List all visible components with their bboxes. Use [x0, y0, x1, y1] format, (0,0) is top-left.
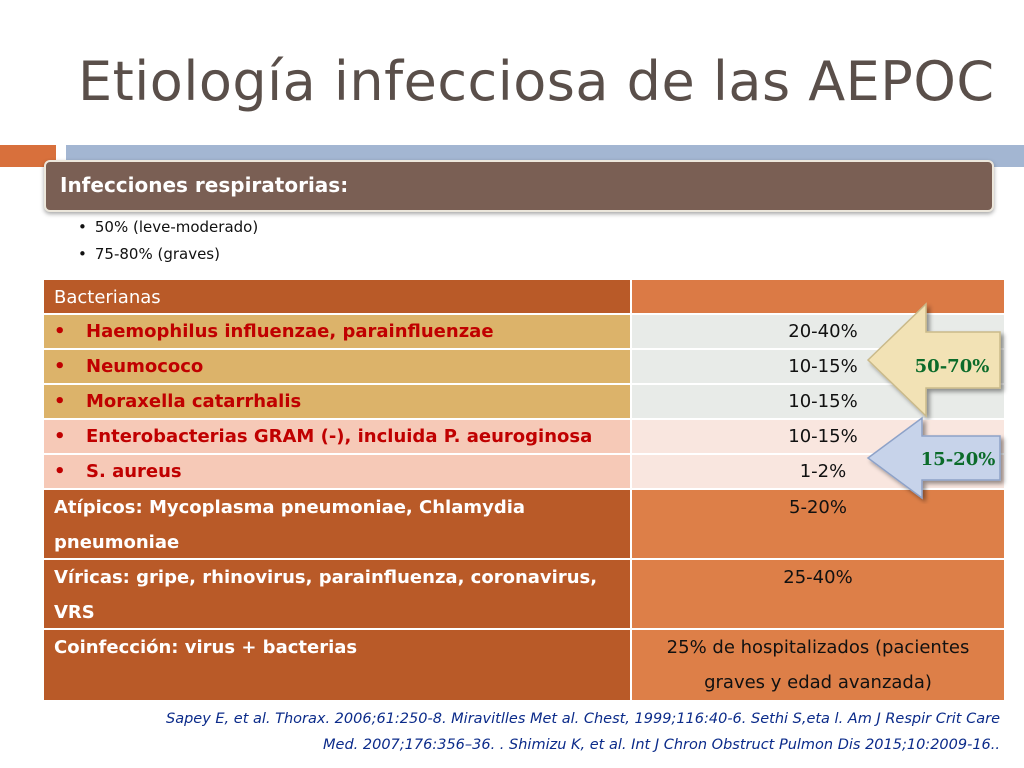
percent-value: graves y edad avanzada) — [704, 672, 932, 693]
table-row: S. aureus 1-2% — [44, 455, 1004, 490]
table-row-atipicos: Atípicos: Mycoplasma pneumoniae, Chlamyd… — [44, 490, 1004, 560]
percent-cell: 25-40% — [632, 560, 1004, 628]
percent-cell: 5-20% — [632, 490, 1004, 558]
table-row: Moraxella catarrhalis 10-15% — [44, 385, 1004, 420]
percent-cell: 25% de hospitalizados (pacientes graves … — [632, 630, 1004, 700]
arrow-label-bottom: 15-20% — [921, 449, 996, 470]
category-line: Atípicos: Mycoplasma pneumoniae, Chlamyd… — [54, 497, 526, 518]
pathogen-cell: Moraxella catarrhalis — [44, 385, 632, 418]
bullet-item: 75-80% (graves) — [78, 241, 258, 268]
category-cell: Víricas: gripe, rhinovirus, parainfluenz… — [44, 560, 632, 628]
percent-value: 25% de hospitalizados (pacientes — [666, 637, 970, 658]
section-header: Infecciones respiratorias: — [44, 160, 994, 212]
category-line: VRS — [54, 602, 95, 623]
callout-arrow-top: 50-70% — [866, 302, 1001, 418]
pathogen-cell: Neumococo — [44, 350, 632, 383]
bullet-list: 50% (leve-moderado) 75-80% (graves) — [78, 214, 258, 268]
category-cell: Coinfección: virus + bacterias — [44, 630, 632, 700]
callout-arrow-bottom: 15-20% — [866, 416, 1001, 500]
etiology-table: Bacterianas Haemophilus influenzae, para… — [44, 280, 1004, 700]
table-row: Haemophilus influenzae, parainfluenzae 2… — [44, 315, 1004, 350]
pathogen-cell: Enterobacterias GRAM (-), incluida P. ae… — [44, 420, 632, 453]
table-row: Neumococo 10-15% — [44, 350, 1004, 385]
category-line: pneumoniae — [54, 532, 180, 553]
reference-line: Sapey E, et al. Thorax. 2006;61:250-8. M… — [165, 711, 1000, 727]
percent-cell: 10-15% — [632, 385, 1004, 418]
arrow-label-top: 50-70% — [915, 356, 990, 377]
pathogen-cell: Haemophilus influenzae, parainfluenzae — [44, 315, 632, 348]
table-header-cell: Bacterianas — [44, 280, 632, 313]
decor-bar-orange — [0, 145, 56, 167]
table-row: Enterobacterias GRAM (-), incluida P. ae… — [44, 420, 1004, 455]
reference-citation: Sapey E, et al. Thorax. 2006;61:250-8. M… — [60, 706, 1000, 758]
pathogen-cell: S. aureus — [44, 455, 632, 488]
slide-title: Etiología infecciosa de las AEPOC — [78, 50, 995, 113]
category-cell: Atípicos: Mycoplasma pneumoniae, Chlamyd… — [44, 490, 632, 558]
bullet-item: 50% (leve-moderado) — [78, 214, 258, 241]
section-header-text: Infecciones respiratorias: — [60, 173, 349, 197]
table-row-bacterianas-header: Bacterianas — [44, 280, 1004, 315]
table-row-viricas: Víricas: gripe, rhinovirus, parainfluenz… — [44, 560, 1004, 630]
table-row-coinfeccion: Coinfección: virus + bacterias 25% de ho… — [44, 630, 1004, 700]
category-line: Coinfección: virus + bacterias — [54, 637, 358, 658]
table-header-cell-empty — [632, 280, 1004, 313]
percent-value: 25-40% — [783, 567, 853, 588]
category-line: Víricas: gripe, rhinovirus, parainfluenz… — [54, 567, 598, 588]
reference-line: Med. 2007;176:356–36. . Shimizu K, et al… — [323, 737, 1000, 753]
percent-value: 5-20% — [789, 497, 847, 518]
